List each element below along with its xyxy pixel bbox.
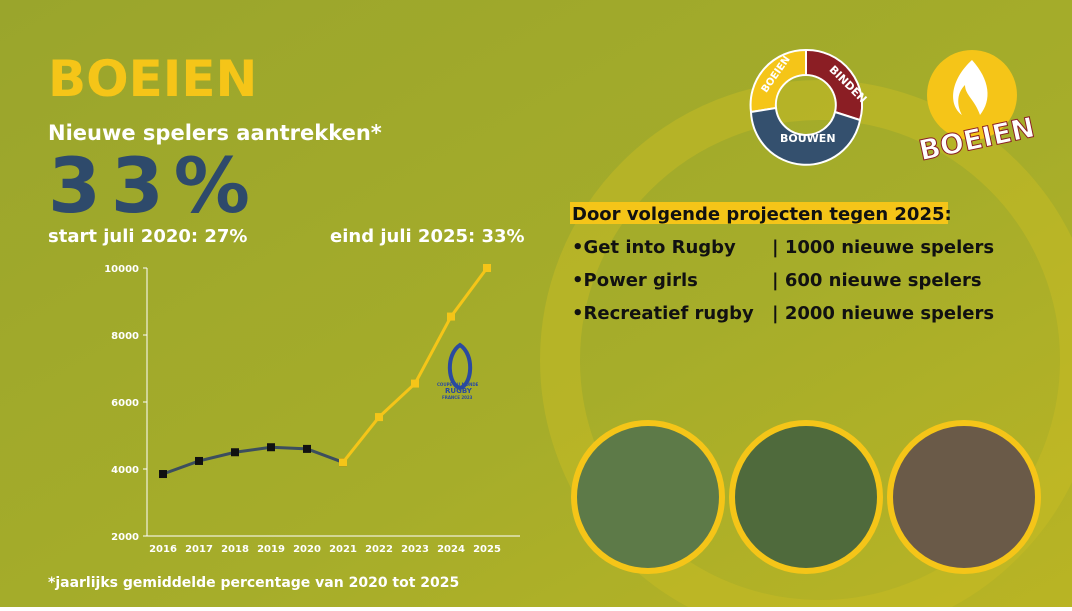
subtitle: Nieuwe spelers aantrekken*: [48, 121, 382, 145]
point: [159, 470, 167, 479]
photo: [729, 420, 883, 574]
rwc-text: FRANCE 2023: [442, 395, 473, 400]
project-name: •Power girls: [572, 270, 698, 291]
project-count: | 1000 nieuwe spelers: [772, 237, 994, 258]
project-count: | 600 nieuwe spelers: [772, 270, 982, 291]
x-tick-label: 2020: [293, 544, 321, 555]
y-tick-label: 2000: [111, 532, 139, 543]
point: [231, 448, 239, 457]
ring-segment: [805, 48, 864, 122]
x-tick-label: 2016: [149, 544, 177, 555]
bg-decoration: [540, 80, 1072, 611]
big-value: 33%: [48, 141, 260, 230]
rwc-logo: [447, 342, 473, 391]
y-tick-label: 4000: [111, 465, 139, 476]
projects-heading: Door volgende projecten tegen 2025:: [572, 204, 952, 225]
x-tick-label: 2019: [257, 544, 285, 555]
flame: [953, 60, 988, 115]
title: BOEIEN: [48, 50, 257, 108]
point: [375, 413, 383, 422]
point: [411, 379, 419, 388]
rwc-text: COUPE DU MONDE: [437, 382, 479, 387]
x-tick-label: 2023: [401, 544, 429, 555]
point: [483, 264, 491, 272]
point: [267, 443, 275, 452]
project-name: •Recreatief rugby: [572, 303, 754, 324]
ring-label: BOUWEN: [780, 132, 836, 145]
heading-highlight: [570, 202, 948, 224]
point: [447, 312, 455, 321]
footnote: *jaarlijks gemiddelde percentage van 202…: [48, 575, 459, 591]
photo: [887, 420, 1041, 574]
y-tick-label: 8000: [111, 331, 139, 342]
photo: [571, 420, 725, 574]
point: [339, 458, 347, 467]
x-tick-label: 2025: [473, 544, 501, 555]
start-text: start juli 2020: 27%: [48, 226, 247, 247]
point: [195, 456, 203, 465]
project-rows: •Get into Rugby | 1000 nieuwe spelers •Pow…: [572, 237, 994, 324]
rwc-text: RUGBY: [445, 387, 473, 395]
x-tick-label: 2018: [221, 544, 249, 555]
project-name: •Get into Rugby: [572, 237, 736, 258]
x-tick-label: 2024: [437, 544, 465, 555]
project-count: | 2000 nieuwe spelers: [772, 303, 994, 324]
x-tick-label: 2022: [365, 544, 393, 555]
y-tick-label: 10000: [104, 264, 139, 275]
ring-segment: [749, 106, 862, 166]
x-tick-label: 2021: [329, 544, 357, 555]
line: [162, 445, 344, 476]
end-text: eind juli 2025: 33%: [330, 226, 525, 247]
point: [303, 444, 311, 453]
x-tick-label: 2017: [185, 544, 213, 555]
y-tick-label: 6000: [111, 398, 139, 409]
